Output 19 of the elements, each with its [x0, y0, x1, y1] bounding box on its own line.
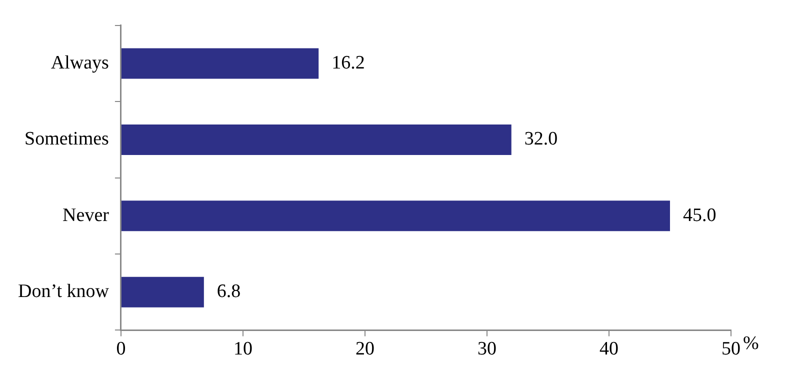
x-tick-label: 50 — [722, 338, 740, 360]
x-tick-label: 20 — [355, 338, 374, 360]
y-tick-label: Sometimes — [24, 128, 109, 150]
x-tick-label: 30 — [477, 338, 496, 360]
data-label: 16.2 — [332, 52, 365, 74]
bar — [121, 200, 670, 232]
y-tick-label: Don’t know — [18, 281, 110, 302]
y-tick-label: Never — [62, 204, 110, 226]
bar — [121, 48, 319, 79]
x-tick-label: 0 — [116, 338, 126, 360]
data-label: 32.0 — [524, 128, 558, 150]
x-tick-label: 40 — [599, 338, 618, 360]
x-tick-label: 10 — [233, 338, 252, 360]
bar — [121, 276, 204, 308]
data-label: 6.8 — [216, 281, 241, 302]
x-axis-title: % — [743, 333, 759, 354]
data-label: 45.0 — [682, 204, 716, 226]
y-tick-label: Always — [50, 52, 109, 74]
bar — [121, 124, 512, 155]
